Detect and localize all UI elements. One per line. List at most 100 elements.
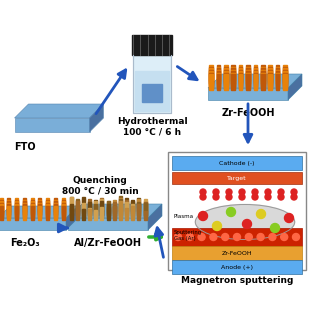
Bar [209,65,213,81]
Bar [254,74,257,90]
Bar [217,69,220,85]
Bar [137,204,140,220]
Bar [246,69,250,85]
Bar [7,203,10,217]
Bar [69,208,73,218]
Bar [137,203,140,215]
Bar [125,200,128,215]
Bar [209,71,213,87]
Circle shape [213,194,219,200]
Bar [239,73,242,89]
Circle shape [210,234,217,241]
Bar [30,198,34,212]
Bar [107,204,109,213]
Bar [15,204,18,218]
Circle shape [198,234,205,241]
Bar [224,67,228,83]
Bar [94,200,97,211]
Bar [30,205,34,220]
Bar [46,199,49,213]
Bar [131,204,134,218]
Bar [46,204,49,218]
Bar [125,204,128,218]
Circle shape [200,194,206,200]
Bar [15,201,18,215]
Bar [143,199,147,213]
Bar [69,205,73,220]
Bar [38,201,41,215]
Bar [76,205,79,218]
Bar [231,69,235,85]
Bar [88,209,91,220]
Circle shape [186,234,193,241]
Bar [0,201,3,215]
Bar [137,198,140,213]
Bar [61,201,65,215]
Bar [283,68,287,84]
Bar [137,208,140,218]
Text: FTO: FTO [14,142,36,152]
Bar [261,74,265,90]
Polygon shape [68,204,162,218]
Bar [0,203,3,217]
Bar [38,203,41,217]
Polygon shape [90,104,103,132]
Bar [107,204,109,216]
Bar [113,200,116,211]
Bar [107,209,109,218]
Bar [69,208,73,216]
Bar [283,71,287,87]
Text: Hydrothermal
100 °C / 6 h: Hydrothermal 100 °C / 6 h [117,117,187,136]
Bar [224,71,228,87]
Bar [94,204,97,216]
Bar [268,67,272,83]
Circle shape [270,223,279,233]
Bar [0,205,3,220]
Bar [61,203,65,217]
Bar [15,198,18,212]
Bar [246,65,250,81]
Bar [254,71,257,87]
Bar [88,201,91,211]
Bar [231,74,235,90]
Bar [209,67,213,83]
Bar [133,55,171,113]
Bar [7,205,10,220]
Text: Plasma: Plasma [174,213,194,219]
Bar [46,203,49,217]
Bar [131,201,134,216]
Bar [100,198,103,211]
Bar [76,200,79,211]
Bar [46,201,49,215]
Bar [283,73,287,89]
Bar [276,74,279,90]
Bar [38,204,41,218]
Bar [54,204,57,218]
Bar [172,260,302,274]
Bar [132,35,172,55]
Bar [168,152,306,270]
Bar [131,202,134,215]
Bar [268,73,272,89]
Bar [231,71,235,87]
Text: Cathode (-): Cathode (-) [219,161,255,165]
Bar [100,207,103,220]
Bar [239,65,242,81]
Bar [224,65,228,81]
Circle shape [213,189,219,195]
Bar [23,205,26,220]
Bar [239,74,242,90]
Bar [100,204,103,216]
Bar [76,201,79,216]
Bar [100,199,103,213]
Bar [231,65,235,81]
Polygon shape [14,118,90,132]
Bar [239,71,242,87]
Bar [54,201,57,215]
Circle shape [226,189,232,195]
Circle shape [239,194,245,200]
Polygon shape [66,206,78,230]
Bar [137,202,140,216]
Bar [76,199,79,213]
Bar [261,69,265,85]
